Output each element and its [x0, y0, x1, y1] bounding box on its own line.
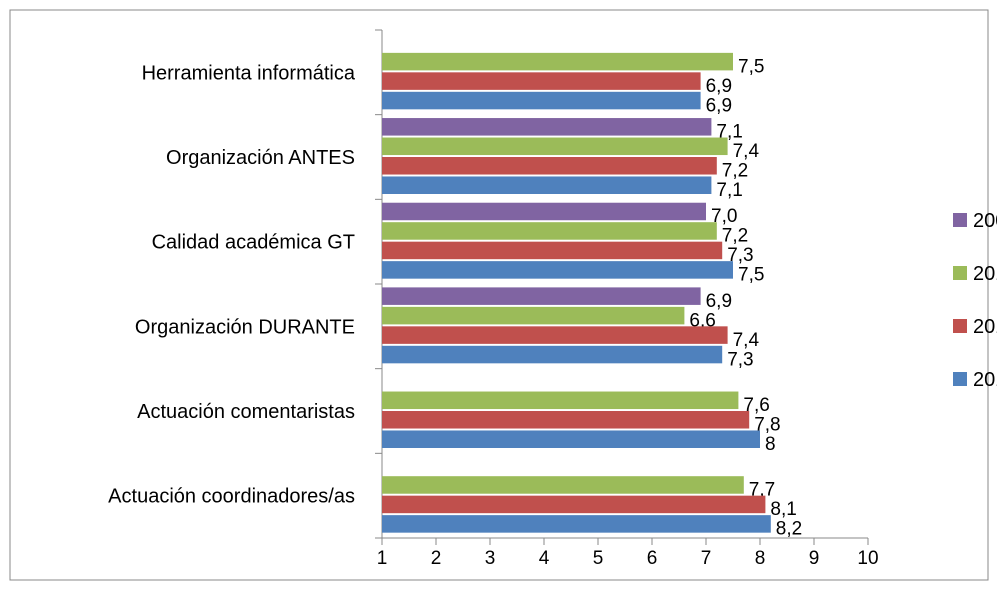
value-label: 7,2 — [722, 226, 748, 247]
legend-label: 2013 — [973, 263, 997, 285]
value-label: 7,1 — [716, 122, 742, 143]
bar — [382, 72, 701, 90]
legend-swatch — [953, 213, 967, 227]
bar — [382, 261, 733, 279]
value-label: 7,6 — [743, 395, 769, 416]
x-tick-label: 6 — [647, 548, 658, 569]
bar — [382, 118, 712, 136]
bar — [382, 515, 771, 533]
bar — [382, 391, 739, 410]
x-tick-label: 8 — [755, 548, 766, 569]
bar — [382, 326, 728, 344]
x-tick-label: 1 — [377, 548, 388, 569]
x-tick-label: 4 — [539, 548, 550, 569]
category-label: Actuación coordinadores/as — [108, 486, 355, 508]
value-label: 7,5 — [738, 56, 764, 77]
category-label: Organización ANTES — [166, 147, 355, 169]
x-tick-label: 2 — [431, 548, 442, 569]
value-label: 7,0 — [711, 206, 737, 227]
x-tick-label: 9 — [809, 548, 820, 569]
bar — [382, 287, 701, 305]
bar — [382, 306, 685, 325]
bar — [382, 430, 760, 448]
bar — [382, 157, 717, 175]
legend-label: 2017 — [973, 316, 997, 338]
value-label: 8 — [765, 434, 776, 455]
bar — [382, 411, 750, 429]
value-label: 7,4 — [733, 330, 760, 351]
value-label: 7,3 — [727, 245, 753, 266]
legend-swatch — [953, 266, 967, 280]
value-label: 6,9 — [706, 291, 732, 312]
x-tick-label: 10 — [857, 548, 878, 569]
value-label: 7,4 — [733, 141, 760, 162]
bar — [382, 476, 744, 494]
x-tick-label: 5 — [593, 548, 604, 569]
bar — [382, 176, 712, 194]
category-label: Herramienta informática — [142, 62, 356, 84]
bar — [382, 345, 723, 364]
bar — [382, 241, 723, 260]
legend-swatch — [953, 372, 967, 386]
legend-label: 2009 — [973, 210, 997, 232]
value-label: 8,1 — [770, 499, 796, 520]
bar — [382, 202, 706, 221]
bar — [382, 495, 766, 514]
value-label: 7,7 — [749, 480, 775, 501]
bar — [382, 52, 733, 71]
x-tick-label: 7 — [701, 548, 712, 569]
value-label: 7,3 — [727, 349, 753, 370]
category-label: Calidad académica GT — [152, 232, 355, 254]
value-label: 7,2 — [722, 161, 748, 182]
category-label: Organización DURANTE — [135, 316, 355, 338]
value-label: 8,2 — [776, 519, 802, 540]
value-label: 7,1 — [716, 180, 742, 201]
value-label: 6,9 — [706, 95, 732, 116]
category-label: Actuación comentaristas — [137, 401, 355, 423]
value-label: 6,9 — [706, 76, 732, 97]
bar — [382, 91, 701, 110]
value-label: 7,8 — [754, 415, 780, 436]
value-label: 7,5 — [738, 265, 764, 286]
value-label: 6,6 — [689, 310, 715, 331]
bar — [382, 222, 717, 240]
bar — [382, 137, 728, 156]
legend-swatch — [953, 319, 967, 333]
x-tick-label: 3 — [485, 548, 496, 569]
legend-label: 2019 — [973, 369, 997, 391]
